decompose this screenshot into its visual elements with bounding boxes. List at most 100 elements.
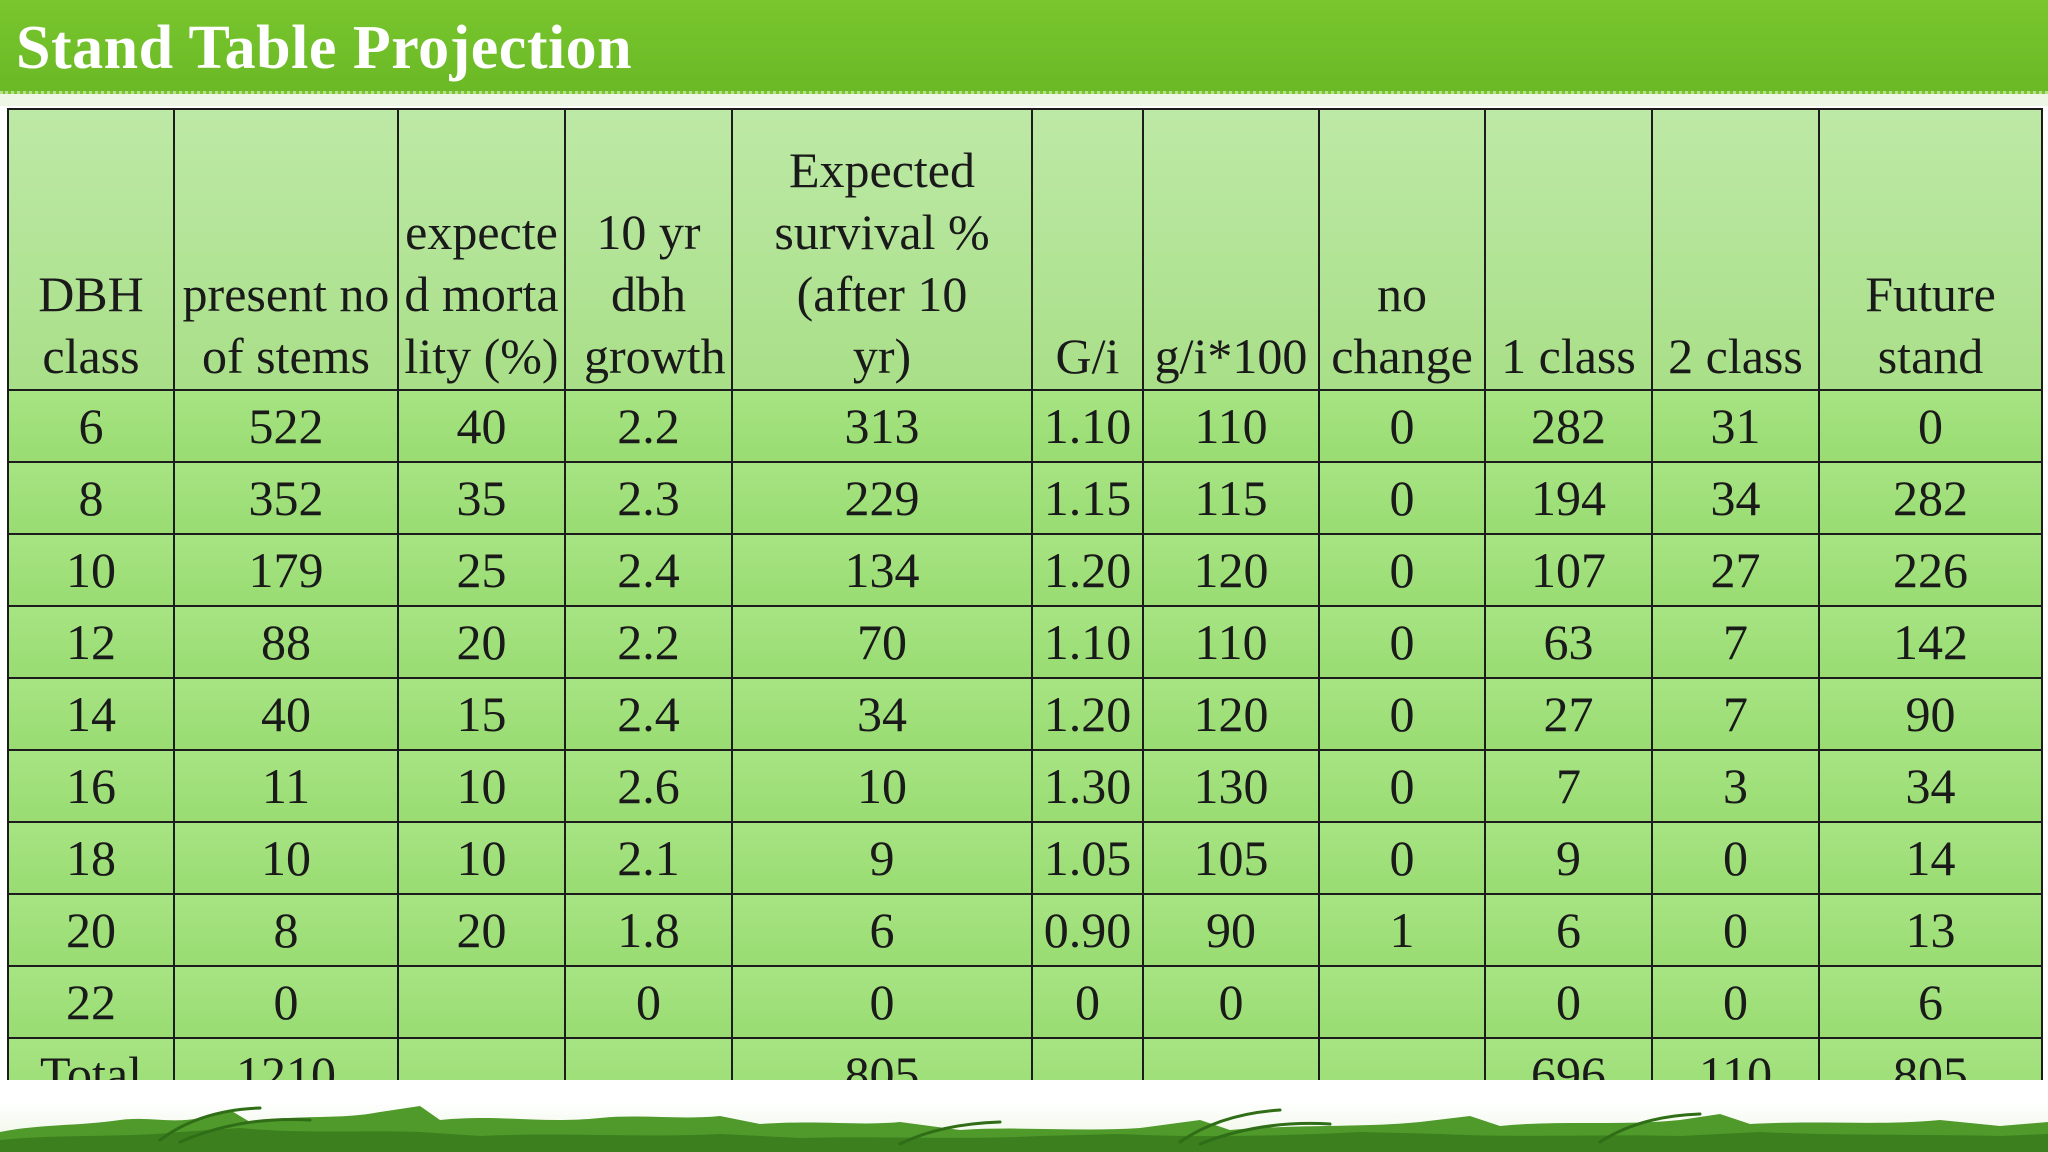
header-expected-mortality: expected mortality (%): [397, 108, 566, 391]
cell-future-stand: 142: [1818, 605, 2043, 679]
cell-dbh-growth: 2.2: [564, 605, 733, 679]
cell-dbh-growth: 2.3: [564, 461, 733, 535]
cell-g-over-i: 1.05: [1031, 821, 1144, 895]
cell-future-stand: 14: [1818, 821, 2043, 895]
cell-no-change: 0: [1318, 461, 1486, 535]
cell-g-over-i: 1.10: [1031, 605, 1144, 679]
cell-mortality: 35: [397, 461, 566, 535]
cell-no-change: 0: [1318, 389, 1486, 463]
cell-present-stems: 10: [173, 821, 399, 895]
title-bar: Stand Table Projection: [0, 0, 2048, 94]
cell-two-class: 27: [1651, 533, 1820, 607]
cell-dbh-class: 18: [7, 821, 175, 895]
cell-dbh-growth: 2.1: [564, 821, 733, 895]
cell-survival: 9: [731, 821, 1033, 895]
grass-decoration: [0, 1080, 2048, 1152]
cell-dbh-growth: 2.4: [564, 677, 733, 751]
cell-no-change: 1: [1318, 893, 1486, 967]
table-row: 8 352 35 2.3 229 1.15 115 0 194 34 282: [7, 461, 2043, 535]
cell-one-class: 27: [1484, 677, 1653, 751]
cell-dbh-class: 8: [7, 461, 175, 535]
header-row: DBH class present no of stems expected m…: [7, 108, 2043, 391]
cell-no-change: 0: [1318, 677, 1486, 751]
cell-future-stand: 34: [1818, 749, 2043, 823]
cell-future-stand: 226: [1818, 533, 2043, 607]
cell-dbh-class: 10: [7, 533, 175, 607]
header-dbh-growth: 10 yr dbh growth: [564, 108, 733, 391]
cell-g-i-times-100: 130: [1142, 749, 1320, 823]
header-expected-survival: Expected survival % (after 10 yr): [731, 108, 1033, 391]
cell-one-class: 63: [1484, 605, 1653, 679]
cell-dbh-class: 12: [7, 605, 175, 679]
cell-two-class: 31: [1651, 389, 1820, 463]
cell-g-i-times-100: 110: [1142, 389, 1320, 463]
cell-g-i-times-100: 120: [1142, 677, 1320, 751]
stand-table: DBH class present no of stems expected m…: [7, 108, 2043, 1111]
cell-present-stems: 352: [173, 461, 399, 535]
cell-survival: 134: [731, 533, 1033, 607]
slide-title: Stand Table Projection: [16, 14, 633, 82]
cell-dbh-growth: 2.4: [564, 533, 733, 607]
cell-no-change: 0: [1318, 821, 1486, 895]
cell-no-change: 0: [1318, 533, 1486, 607]
header-future-stand: Future stand: [1818, 108, 2043, 391]
cell-two-class: 0: [1651, 893, 1820, 967]
cell-mortality: 20: [397, 605, 566, 679]
table-row: 18 10 10 2.1 9 1.05 105 0 9 0 14: [7, 821, 2043, 895]
header-present-stems: present no of stems: [173, 108, 399, 391]
cell-survival: 6: [731, 893, 1033, 967]
cell-survival: 70: [731, 605, 1033, 679]
cell-one-class: 194: [1484, 461, 1653, 535]
cell-two-class: 0: [1651, 821, 1820, 895]
header-dbh-class: DBH class: [7, 108, 175, 391]
cell-dbh-class: 16: [7, 749, 175, 823]
header-one-class: 1 class: [1484, 108, 1653, 391]
cell-g-over-i: 0: [1031, 965, 1144, 1039]
cell-dbh-growth: 0: [564, 965, 733, 1039]
table-row: 14 40 15 2.4 34 1.20 120 0 27 7 90: [7, 677, 2043, 751]
cell-two-class: 7: [1651, 677, 1820, 751]
cell-present-stems: 88: [173, 605, 399, 679]
cell-one-class: 9: [1484, 821, 1653, 895]
cell-g-over-i: 1.10: [1031, 389, 1144, 463]
cell-g-over-i: 1.15: [1031, 461, 1144, 535]
cell-present-stems: 40: [173, 677, 399, 751]
table-row: 20 8 20 1.8 6 0.90 90 1 6 0 13: [7, 893, 2043, 967]
cell-dbh-class: 14: [7, 677, 175, 751]
cell-dbh-growth: 2.2: [564, 389, 733, 463]
cell-future-stand: 6: [1818, 965, 2043, 1039]
cell-two-class: 0: [1651, 965, 1820, 1039]
table-row: 6 522 40 2.2 313 1.10 110 0 282 31 0: [7, 389, 2043, 463]
cell-dbh-class: 6: [7, 389, 175, 463]
cell-g-i-times-100: 105: [1142, 821, 1320, 895]
cell-dbh-growth: 1.8: [564, 893, 733, 967]
cell-survival: 313: [731, 389, 1033, 463]
table-row: 12 88 20 2.2 70 1.10 110 0 63 7 142: [7, 605, 2043, 679]
table-row: 22 0 0 0 0 0 0 0 6: [7, 965, 2043, 1039]
cell-present-stems: 11: [173, 749, 399, 823]
cell-one-class: 7: [1484, 749, 1653, 823]
cell-g-over-i: 1.30: [1031, 749, 1144, 823]
cell-g-over-i: 1.20: [1031, 677, 1144, 751]
cell-g-i-times-100: 110: [1142, 605, 1320, 679]
cell-one-class: 282: [1484, 389, 1653, 463]
cell-dbh-class: 22: [7, 965, 175, 1039]
stand-table-container: DBH class present no of stems expected m…: [7, 108, 2043, 1111]
cell-one-class: 107: [1484, 533, 1653, 607]
cell-present-stems: 8: [173, 893, 399, 967]
cell-two-class: 34: [1651, 461, 1820, 535]
table-row: 16 11 10 2.6 10 1.30 130 0 7 3 34: [7, 749, 2043, 823]
cell-mortality: 15: [397, 677, 566, 751]
grass-icon: [0, 1106, 2048, 1152]
cell-mortality: 25: [397, 533, 566, 607]
cell-present-stems: 522: [173, 389, 399, 463]
cell-present-stems: 0: [173, 965, 399, 1039]
cell-dbh-growth: 2.6: [564, 749, 733, 823]
cell-g-i-times-100: 0: [1142, 965, 1320, 1039]
cell-two-class: 7: [1651, 605, 1820, 679]
cell-no-change: [1318, 965, 1486, 1039]
header-no-change: no change: [1318, 108, 1486, 391]
cell-no-change: 0: [1318, 605, 1486, 679]
cell-mortality: 40: [397, 389, 566, 463]
cell-mortality: 20: [397, 893, 566, 967]
